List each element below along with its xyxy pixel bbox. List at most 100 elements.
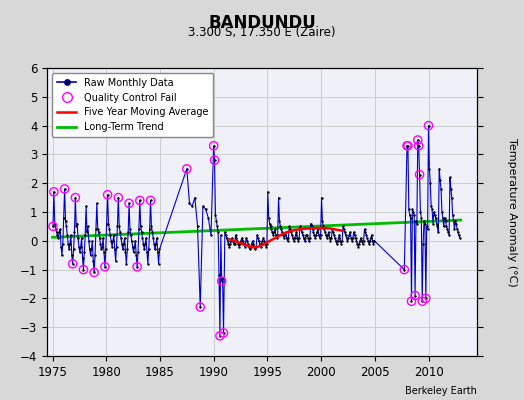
Point: [346, 229, 354, 235]
Point: [455, 232, 463, 238]
Point: [348, 238, 356, 244]
Point: [251, 246, 259, 253]
Point: [411, 292, 419, 299]
Point: [247, 243, 255, 250]
Point: [416, 209, 424, 215]
Point: [279, 232, 287, 238]
Point: [266, 220, 274, 227]
Point: [151, 246, 159, 253]
Point: [301, 235, 310, 241]
Point: [101, 264, 109, 270]
Point: [423, 226, 432, 232]
Point: [266, 223, 275, 230]
Point: [155, 261, 163, 267]
Point: [260, 238, 268, 244]
Point: [121, 235, 129, 241]
Point: [51, 226, 60, 232]
Point: [97, 246, 105, 253]
Point: [129, 249, 138, 256]
Point: [433, 223, 442, 230]
Point: [293, 235, 301, 241]
Point: [305, 235, 314, 241]
Point: [454, 229, 462, 235]
Point: [370, 238, 378, 244]
Point: [418, 298, 427, 304]
Point: [69, 261, 77, 267]
Point: [141, 240, 149, 247]
Point: [422, 295, 430, 302]
Point: [409, 209, 418, 215]
Point: [451, 218, 460, 224]
Point: [112, 243, 121, 250]
Point: [214, 229, 222, 235]
Point: [137, 229, 146, 235]
Point: [405, 206, 413, 212]
Point: [308, 223, 316, 230]
Point: [137, 223, 145, 230]
Point: [275, 218, 283, 224]
Point: [245, 243, 253, 250]
Point: [413, 137, 422, 143]
Point: [112, 258, 120, 264]
Point: [256, 243, 265, 250]
Point: [241, 240, 249, 247]
Point: [359, 238, 368, 244]
Point: [243, 238, 252, 244]
Point: [92, 226, 100, 232]
Point: [75, 249, 84, 256]
Point: [363, 235, 372, 241]
Point: [437, 186, 445, 192]
Point: [130, 243, 139, 250]
Point: [51, 220, 59, 227]
Point: [414, 142, 423, 149]
Point: [291, 232, 300, 238]
Point: [246, 246, 254, 253]
Point: [406, 212, 414, 218]
Point: [238, 235, 246, 241]
Point: [290, 235, 299, 241]
Text: 3.300 S, 17.350 E (Zaire): 3.300 S, 17.350 E (Zaire): [188, 26, 336, 39]
Point: [449, 212, 457, 218]
Point: [135, 226, 143, 232]
Point: [60, 186, 69, 192]
Point: [89, 258, 97, 264]
Point: [234, 240, 243, 247]
Point: [286, 226, 294, 232]
Point: [210, 142, 218, 149]
Point: [134, 249, 142, 256]
Point: [429, 220, 437, 227]
Point: [297, 226, 305, 232]
Point: [83, 229, 91, 235]
Point: [201, 206, 210, 212]
Point: [288, 232, 296, 238]
Point: [276, 223, 285, 230]
Point: [426, 180, 434, 186]
Point: [263, 240, 271, 247]
Point: [413, 220, 421, 227]
Point: [118, 240, 126, 247]
Point: [357, 238, 366, 244]
Point: [421, 220, 429, 227]
Point: [210, 157, 219, 163]
Point: [216, 333, 224, 339]
Point: [128, 243, 137, 250]
Point: [324, 232, 332, 238]
Point: [427, 203, 435, 210]
Point: [78, 235, 86, 241]
Point: [425, 166, 433, 172]
Point: [261, 240, 269, 247]
Point: [103, 192, 112, 198]
Point: [144, 261, 152, 267]
Point: [441, 214, 449, 221]
Point: [143, 249, 151, 256]
Point: [265, 214, 273, 221]
Point: [148, 229, 157, 235]
Point: [418, 298, 427, 304]
Point: [353, 240, 362, 247]
Point: [318, 194, 326, 201]
Point: [424, 122, 433, 129]
Point: [422, 295, 430, 302]
Point: [207, 232, 215, 238]
Point: [125, 200, 133, 206]
Point: [354, 243, 363, 250]
